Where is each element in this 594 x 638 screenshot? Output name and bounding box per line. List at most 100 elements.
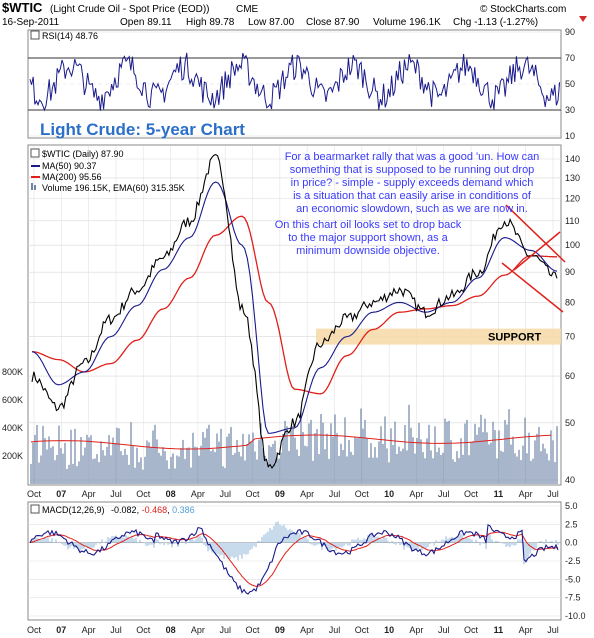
price-tick-label: 90: [565, 267, 575, 277]
macd-tick-label: -2.5: [565, 556, 581, 566]
x-tick-label: Oct: [464, 625, 479, 635]
rsi-box-icon: [30, 30, 40, 40]
price-tick-label: 140: [565, 154, 580, 164]
x-tick-label: 11: [494, 489, 504, 499]
macd-box-icon: [30, 504, 40, 514]
x-tick-label: Jul: [438, 625, 450, 635]
annotation-line: For a bearmarket rally that was a good '…: [285, 151, 540, 163]
ma200-line: [31, 215, 557, 395]
macd-tick-label: 2.5: [565, 519, 578, 529]
x-tick-label: Oct: [355, 625, 370, 635]
price-tick-label: 130: [565, 173, 580, 183]
annotation-line: something that is supposed to be running…: [290, 164, 535, 176]
volume-tick-label: 400K: [2, 423, 23, 433]
support-band: [316, 328, 561, 345]
rsi-tick-label: 10: [565, 131, 575, 141]
x-tick-label: Apr: [191, 489, 205, 499]
macd-tick-label: -5.0: [565, 574, 581, 584]
x-tick-label: Apr: [300, 489, 314, 499]
macd-value-3: 0.386: [172, 505, 195, 515]
price-tick-label: 110: [565, 216, 579, 226]
rsi-panel: 90 70 50 30 10 RSI(14) 48.76 Light Crude: 5-…: [27, 27, 575, 141]
annotation-line: On this chart oil looks set to drop back: [275, 219, 462, 231]
legend-volume: Volume 196.15K, EMA(60) 315.35K: [42, 183, 185, 193]
macd-tick-label: -10.0: [565, 611, 586, 621]
x-tick-label: 11: [494, 625, 504, 635]
brand-label: © StockCharts.com: [480, 4, 566, 15]
x-axis-bottom: Oct 07 Apr Jul Oct 08 Apr Jul Oct 09 Apr Jul Oct 10 Ap…: [27, 625, 559, 635]
x-tick-label: Oct: [355, 489, 370, 499]
annotation-line: to the major support shown, as a: [288, 232, 448, 244]
svg-text:MACD(12,26,9) -0.082,: MACD(12,26,9) -0.082, -0.468, 0.386: [42, 505, 195, 515]
rsi-line: [29, 52, 561, 112]
price-panel: SUPPORT 140 130 120 110 100 90 80 70 60 50 40 800K…: [2, 144, 580, 486]
main-title: Light Crude: 5-year Chart: [40, 120, 245, 139]
legend-volume-swatch: [31, 183, 33, 190]
triangle-lower-line: [501, 262, 564, 313]
rsi-tick-label: 50: [565, 79, 575, 89]
price-tick-label: 60: [565, 371, 575, 381]
macd-tick-label: 0.0: [565, 538, 578, 548]
annotation-text-2: On this chart oil looks set to drop back…: [275, 219, 462, 257]
price-tick-label: 80: [565, 297, 575, 307]
price-line: [31, 153, 558, 469]
rsi-tick-label: 70: [565, 53, 575, 63]
price-tick-label: 100: [565, 240, 580, 250]
x-tick-label: Oct: [246, 489, 261, 499]
x-tick-label: Oct: [464, 489, 479, 499]
x-tick-label: Jul: [329, 625, 341, 635]
high-label: High 89.78: [186, 17, 235, 28]
x-tick-label: Jul: [329, 489, 341, 499]
date-label: 16-Sep-2011: [2, 17, 60, 28]
x-tick-label: 10: [384, 489, 394, 499]
macd-tick-label: 5.0: [565, 501, 578, 511]
x-tick-label: Apr: [519, 625, 533, 635]
x-tick-label: Jul: [438, 489, 450, 499]
price-tick-label: 120: [565, 193, 580, 203]
volume-tick-label: 200K: [2, 451, 23, 461]
rsi-label: RSI(14) 48.76: [42, 31, 98, 41]
x-tick-label: Apr: [300, 625, 314, 635]
x-tick-label: Jul: [547, 625, 559, 635]
exchange-label: CME: [236, 4, 259, 15]
rsi-tick-label: 30: [565, 105, 575, 115]
triangle-cross-line: [513, 231, 561, 271]
x-tick-label: 08: [166, 625, 176, 635]
close-label: Close 87.90: [306, 17, 360, 28]
x-tick-label: Apr: [82, 489, 96, 499]
rsi-tick-label: 90: [565, 27, 575, 37]
triangle-upper-line: [505, 204, 566, 263]
open-label: Open 89.11: [120, 17, 172, 28]
ma50-line: [31, 181, 558, 434]
volume-ema-line: [30, 434, 552, 450]
x-tick-label: Jul: [110, 489, 122, 499]
x-tick-label: Apr: [409, 625, 423, 635]
x-tick-label: Apr: [191, 625, 205, 635]
x-tick-label: Jul: [110, 625, 122, 635]
macd-value-2: -0.468: [142, 505, 168, 515]
x-tick-label: 07: [56, 625, 66, 635]
annotation-text-1: For a bearmarket rally that was a good '…: [285, 151, 540, 215]
chart-header: $WTIC (Light Crude Oil - Spot Price (EOD…: [2, 0, 587, 28]
legend-box-icon: [30, 148, 40, 158]
x-tick-label: Jul: [547, 489, 559, 499]
macd-signal-line: [29, 531, 559, 587]
symbol-name: (Light Crude Oil - Spot Price (EOD)): [50, 4, 210, 15]
x-tick-label: 09: [275, 489, 285, 499]
annotation-line: an economic slowdown, such as we are now…: [296, 203, 528, 215]
triangle-pattern: [501, 204, 566, 313]
down-arrow-icon: [579, 16, 587, 22]
macd-label: MACD(12,26,9): [42, 505, 105, 515]
symbol-label: $WTIC: [2, 0, 43, 15]
x-tick-label: Oct: [136, 489, 151, 499]
price-tick-label: 40: [565, 475, 575, 485]
x-axis-top: Oct 07 Apr Jul Oct 08 Apr Jul Oct 09 Apr Jul Oct 10 Ap…: [27, 489, 559, 499]
x-tick-label: 10: [384, 625, 394, 635]
macd-line: [29, 524, 559, 595]
support-label: SUPPORT: [488, 332, 541, 344]
annotation-line: minimum downside objective.: [296, 245, 440, 257]
annotation-line: in price? - simple - supply exceeds dema…: [291, 177, 534, 189]
x-tick-label: Jul: [219, 625, 231, 635]
x-tick-label: 08: [166, 489, 176, 499]
